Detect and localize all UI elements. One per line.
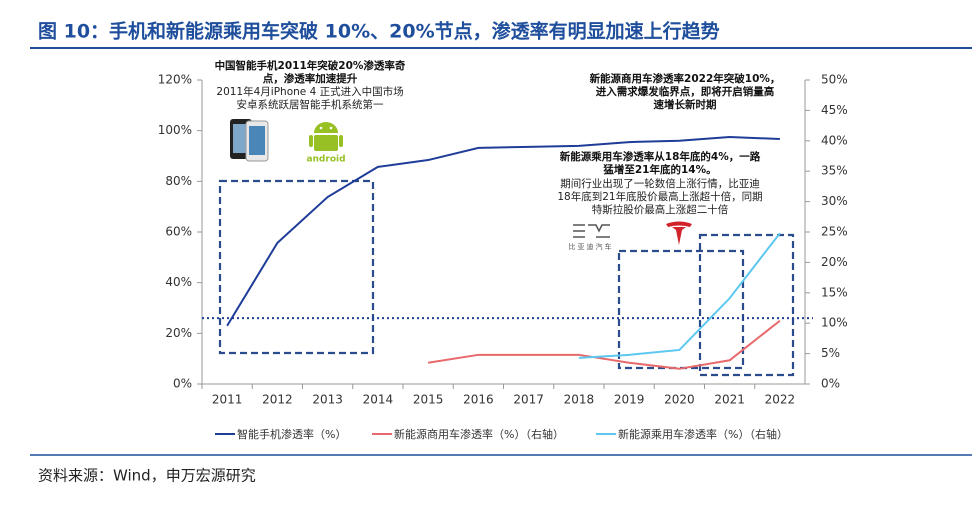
annotation: 2011年4月iPhone 4 正式进入中国市场: [216, 85, 403, 98]
y2-tick-label: 10%: [821, 316, 848, 330]
x-tick-label: 2016: [463, 393, 494, 407]
annotation: 进入需求爆发临界点，即将开启销量高: [596, 85, 775, 98]
annotation: 期间行业出现了一轮数倍上涨行情，比亚迪: [560, 177, 760, 190]
annotation: 猛增至21年底的14%。: [602, 163, 716, 176]
series-line: [427, 319, 781, 370]
y2-tick-label: 45%: [821, 103, 848, 117]
annotation: 18年底到21年底股价最高上涨超十倍，同期: [557, 190, 762, 203]
y-tick-label: 40%: [165, 275, 192, 289]
y-tick-label: 0%: [173, 377, 192, 391]
annotation: 新能源乘用车渗透率从18年底的4%，一路: [560, 150, 761, 163]
x-tick-label: 2012: [262, 393, 293, 407]
annotation: 速增长新时期: [654, 98, 717, 111]
y-tick-label: 100%: [158, 123, 192, 137]
legend-label: 新能源乘用车渗透率（%）（右轴）: [618, 427, 788, 441]
y2-tick-label: 5%: [821, 346, 840, 360]
x-tick-label: 2019: [614, 393, 645, 407]
x-tick-label: 2011: [212, 393, 243, 407]
x-tick-label: 2018: [564, 393, 595, 407]
android-icon: [309, 122, 343, 151]
source-note: 资料来源：Wind，申万宏源研究: [38, 467, 256, 485]
byd-icon: [573, 224, 610, 238]
chart-title: 图 10：手机和新能源乘用车突破 10%、20%节点，渗透率有明显加速上行趋势: [38, 20, 720, 43]
annotation: 特斯拉股价最高上涨超二十倍: [592, 203, 729, 216]
y2-tick-label: 35%: [821, 164, 848, 178]
y2-tick-label: 40%: [821, 133, 848, 147]
y2-tick-label: 25%: [821, 225, 848, 239]
y2-tick-label: 0%: [821, 377, 840, 391]
y2-tick-label: 50%: [821, 73, 848, 87]
x-tick-label: 2022: [765, 393, 796, 407]
y-tick-label: 20%: [165, 326, 192, 340]
y2-tick-label: 15%: [821, 285, 848, 299]
x-tick-label: 2014: [363, 393, 394, 407]
logo-label: android: [306, 155, 345, 165]
x-tick-label: 2013: [312, 393, 343, 407]
phone-icon: [230, 119, 269, 162]
annotation: 安卓系统跃居智能手机系统第一: [237, 98, 384, 111]
x-tick-label: 2017: [513, 393, 544, 407]
x-tick-label: 2021: [714, 393, 745, 407]
x-tick-label: 2020: [664, 393, 695, 407]
x-tick-label: 2015: [413, 393, 444, 407]
y-tick-label: 60%: [165, 225, 192, 239]
y2-tick-label: 30%: [821, 194, 848, 208]
series-line: [226, 135, 780, 327]
tesla-icon: [666, 221, 692, 245]
series-line: [578, 232, 781, 359]
annotation: 中国智能手机2011年突破20%渗透率奇: [215, 59, 406, 72]
y-tick-label: 80%: [165, 174, 192, 188]
annotation: 点，渗透率加速提升: [263, 72, 358, 85]
y2-tick-label: 20%: [821, 255, 848, 269]
logo-label: 比亚迪汽车: [569, 242, 614, 251]
annotation: 新能源商用车渗透率2022年突破10%，: [590, 72, 781, 85]
legend-label: 智能手机渗透率（%）: [237, 427, 346, 441]
legend-label: 新能源商用车渗透率（%）（右轴）: [394, 427, 564, 441]
y-tick-label: 120%: [158, 73, 192, 87]
